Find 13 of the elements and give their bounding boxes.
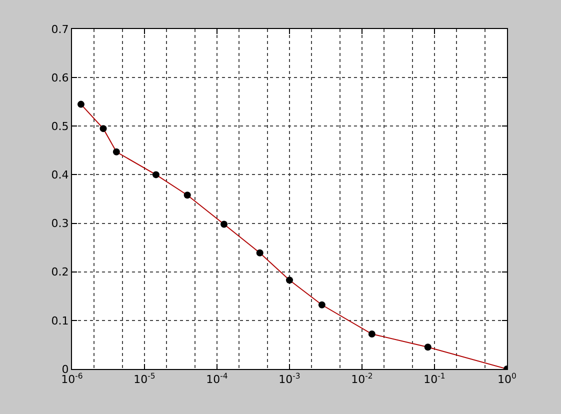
- x-tick-label: 10$^{-2}$: [351, 372, 373, 386]
- x-tick-label: 10$^{-1}$: [424, 372, 446, 386]
- x-tick-label: 10$^{-3}$: [278, 372, 300, 386]
- y-tick-label: 0.2: [51, 266, 69, 279]
- y-tick-label: 0.4: [51, 168, 69, 182]
- y-tick-label: 0.3: [51, 217, 69, 230]
- y-tick-label: 0.1: [51, 314, 69, 328]
- y-tick-label: 0.5: [51, 120, 69, 133]
- x-tick-label: 10$^{-4}$: [206, 372, 228, 386]
- x-tick-label: 10$^{-5}$: [134, 372, 156, 386]
- x-tick-label: 10$^{0}$: [498, 372, 517, 386]
- y-tick-label: 0.7: [51, 22, 69, 36]
- y-tick-label: 0.6: [51, 71, 69, 84]
